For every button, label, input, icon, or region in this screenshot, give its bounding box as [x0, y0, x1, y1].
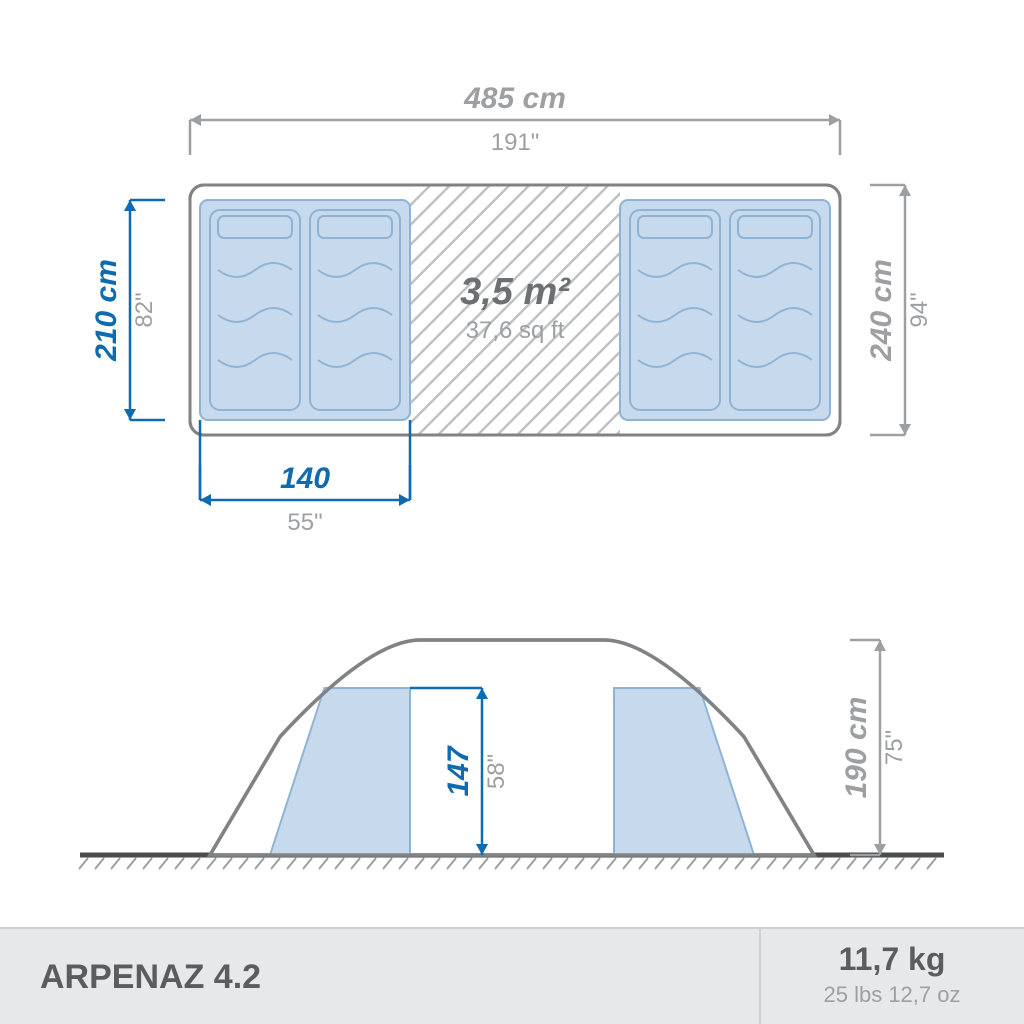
dim-length-in: 191" [491, 129, 540, 156]
svg-text:94": 94" [906, 292, 933, 327]
bedroom-right [620, 200, 830, 420]
product-name: ARPENAZ 4.2 [40, 958, 261, 996]
living-area-sqft: 37,6 sq ft [466, 317, 565, 344]
svg-text:190 cm: 190 cm [840, 697, 873, 799]
svg-text:147: 147 [442, 745, 475, 796]
top-view: 3,5 m² 37,6 sq ft 485 cm 191" 140 55" [190, 82, 840, 536]
svg-text:82": 82" [131, 292, 158, 327]
dim-room-width-in: 55" [287, 509, 322, 536]
dim-length-cm: 485 cm [463, 82, 566, 115]
weight-metric: 11,7 kg [839, 941, 946, 977]
living-area-m2: 3,5 m² [460, 271, 571, 313]
svg-text:210 cm: 210 cm [90, 259, 123, 362]
weight-imperial: 25 lbs 12,7 oz [824, 982, 961, 1007]
svg-text:240 cm: 240 cm [865, 259, 898, 362]
svg-text:75": 75" [881, 730, 908, 765]
dim-room-width-cm: 140 [280, 462, 330, 495]
bedroom-left [200, 200, 410, 420]
svg-text:58": 58" [483, 754, 510, 789]
side-view [79, 640, 944, 869]
